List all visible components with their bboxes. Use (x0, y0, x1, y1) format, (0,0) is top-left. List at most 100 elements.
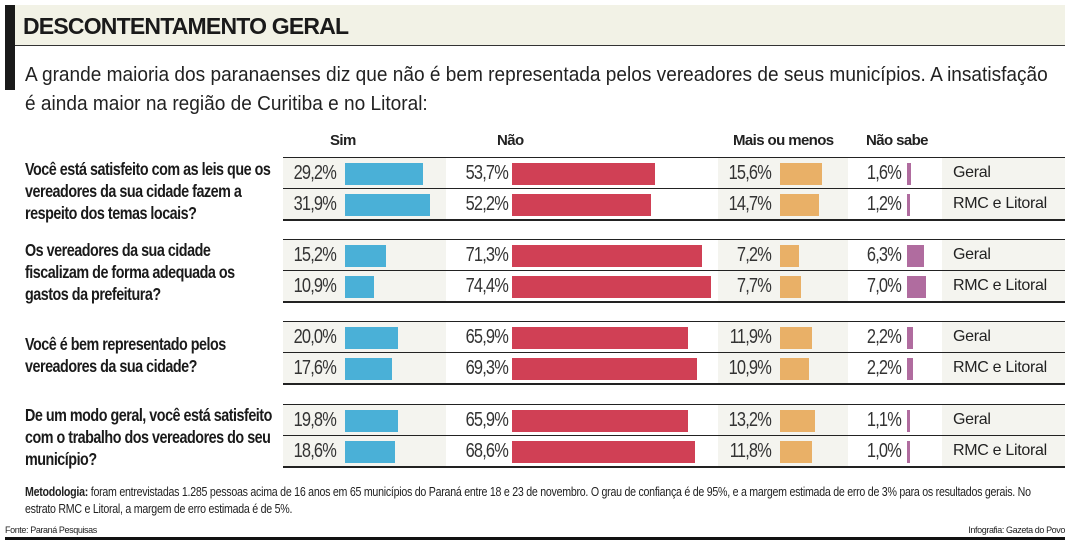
group-bottom-rule (283, 466, 1065, 468)
table-row: 10,9% 74,4% 7,7% 7,0% RMC e Litoral (283, 271, 1065, 302)
source: Fonte: Paraná Pesquisas (5, 525, 97, 535)
bar-sim (345, 327, 399, 349)
header-nao: Não (497, 132, 524, 149)
row-label: Geral (953, 246, 991, 263)
question-text: De um modo geral, você está satisfeito c… (25, 405, 272, 469)
bar-nao (512, 410, 688, 432)
bar-nao-sabe (907, 276, 926, 298)
bar-nao-sabe (907, 441, 910, 463)
bar-nao (512, 276, 711, 298)
group-top-rule (283, 239, 1065, 240)
bar-nao-sabe (907, 327, 913, 349)
title-bar: DESCONTENTAMENTO GERAL (15, 5, 1065, 46)
value-label: 10,9% (728, 357, 772, 379)
row-divider (283, 352, 1065, 353)
value-label: 65,9% (465, 409, 509, 431)
bar-sim (345, 358, 392, 380)
bar-mais-ou-menos (780, 245, 800, 267)
value-label: 6,3% (866, 244, 902, 266)
table-row: 15,2% 71,3% 7,2% 6,3% Geral (283, 240, 1065, 271)
bar-sim (345, 441, 395, 463)
accent-bar (5, 5, 15, 90)
bar-sim (345, 163, 423, 185)
bar-mais-ou-menos (780, 194, 820, 216)
value-label: 52,2% (465, 193, 509, 215)
value-label: 7,2% (736, 244, 772, 266)
bar-mais-ou-menos (780, 276, 801, 298)
row-label: RMC e Litoral (953, 195, 1047, 212)
value-label: 10,9% (293, 275, 337, 297)
table-row: 31,9% 52,2% 14,7% 1,2% RMC e Litoral (283, 189, 1065, 220)
group-top-rule (283, 404, 1065, 405)
bar-nao (512, 358, 698, 380)
row-label: RMC e Litoral (953, 277, 1047, 294)
value-label: 15,6% (728, 162, 772, 184)
bar-nao-sabe (907, 194, 911, 216)
group-bottom-rule (283, 219, 1065, 221)
value-label: 13,2% (728, 409, 772, 431)
bar-nao (512, 245, 703, 267)
question-text: Os vereadores da sua cidade fiscalizam d… (25, 240, 235, 304)
table-row: 18,6% 68,6% 11,8% 1,0% RMC e Litoral (283, 436, 1065, 467)
methodology-note: Metodologia: foram entrevistadas 1.285 p… (25, 484, 1062, 517)
value-label: 74,4% (465, 275, 509, 297)
bar-mais-ou-menos (780, 358, 810, 380)
value-label: 2,2% (866, 326, 902, 348)
bar-nao-sabe (907, 410, 910, 432)
credit: Infografia: Gazeta do Povo (968, 525, 1065, 535)
bar-mais-ou-menos (780, 327, 812, 349)
chart-title: DESCONTENTAMENTO GERAL (23, 13, 349, 39)
row-divider (283, 435, 1065, 436)
row-shade (942, 271, 1065, 302)
value-label: 29,2% (293, 162, 337, 184)
value-label: 20,0% (293, 326, 337, 348)
row-shade (942, 353, 1065, 384)
value-label: 68,6% (465, 440, 509, 462)
row-shade (942, 158, 1065, 189)
value-label: 1,0% (866, 440, 902, 462)
value-label: 14,7% (728, 193, 772, 215)
value-label: 69,3% (465, 357, 509, 379)
value-label: 19,8% (293, 409, 337, 431)
bar-nao-sabe (907, 358, 913, 380)
row-shade (942, 189, 1065, 220)
table-row: 29,2% 53,7% 15,6% 1,6% Geral (283, 158, 1065, 189)
row-divider (283, 270, 1065, 271)
bar-nao-sabe (907, 245, 924, 267)
value-label: 17,6% (293, 357, 337, 379)
question-text: Você é bem representado pelos vereadores… (25, 334, 226, 376)
chart-subtitle: A grande maioria dos paranaenses diz que… (25, 63, 1048, 115)
value-label: 1,1% (866, 409, 902, 431)
methodology-label: Metodologia: (25, 485, 89, 499)
bar-nao (512, 163, 656, 185)
bar-sim (345, 245, 386, 267)
row-label: Geral (953, 164, 991, 181)
header-sim: Sim (330, 132, 356, 149)
value-label: 1,6% (866, 162, 902, 184)
value-label: 53,7% (465, 162, 509, 184)
value-label: 7,0% (866, 275, 902, 297)
table-row: 19,8% 65,9% 13,2% 1,1% Geral (283, 405, 1065, 436)
bar-sim (345, 410, 398, 432)
row-divider (283, 188, 1065, 189)
row-label: RMC e Litoral (953, 442, 1047, 459)
value-label: 1,2% (866, 193, 902, 215)
row-shade (942, 436, 1065, 467)
value-label: 11,9% (729, 326, 772, 348)
row-shade (942, 240, 1065, 271)
bar-nao (512, 441, 696, 463)
row-label: Geral (953, 411, 991, 428)
value-label: 11,8% (729, 440, 772, 462)
table-row: 20,0% 65,9% 11,9% 2,2% Geral (283, 322, 1065, 353)
group-bottom-rule (283, 301, 1065, 303)
row-label: Geral (953, 328, 991, 345)
row-label: RMC e Litoral (953, 359, 1047, 376)
value-label: 7,7% (736, 275, 772, 297)
bottom-rule (5, 537, 1065, 540)
table-row: 17,6% 69,3% 10,9% 2,2% RMC e Litoral (283, 353, 1065, 384)
value-label: 31,9% (293, 193, 337, 215)
bar-mais-ou-menos (780, 441, 812, 463)
bar-mais-ou-menos (780, 163, 822, 185)
bar-nao (512, 327, 688, 349)
methodology-text: foram entrevistadas 1.285 pessoas acima … (25, 485, 1031, 516)
